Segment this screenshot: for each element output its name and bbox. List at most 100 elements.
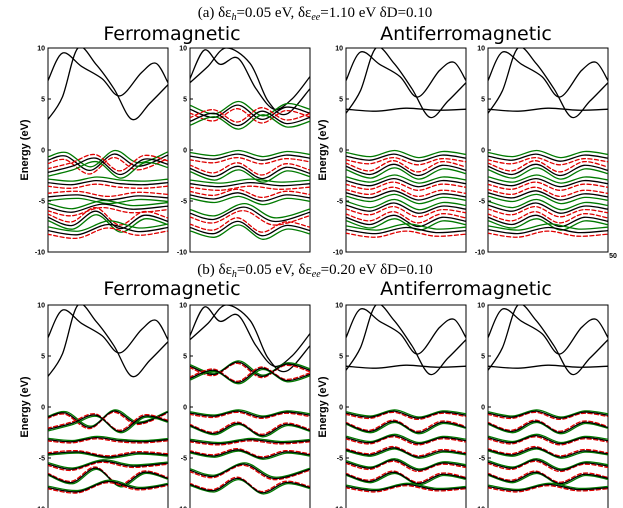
fit-band-line (48, 452, 168, 459)
fit-band-line (190, 195, 310, 206)
fit-band-dashed-line (48, 206, 168, 226)
plot-a-1: 10 5 0 -5 -10 Energy (eV) (19, 46, 169, 257)
fit-band-dashed-line (488, 205, 608, 218)
fit-band-line (48, 214, 168, 233)
fit-band-dashed-line (488, 419, 608, 432)
fit-band-line (190, 202, 310, 219)
fit-band-dashed-line (346, 419, 466, 432)
y-tick-label: 5 (339, 354, 343, 361)
fit-band-line (346, 409, 466, 418)
conduction-band-line (48, 52, 168, 97)
fit-band-dashed-line (488, 160, 608, 173)
reference-band-line (488, 153, 608, 162)
fit-band-line (346, 223, 466, 231)
plot-a-2: 10 5 0 -5 -10 (177, 46, 311, 257)
fit-band-line (488, 198, 608, 211)
reference-band-line (488, 447, 608, 458)
reference-band-line (190, 438, 310, 445)
y-tick-label: 10 (179, 46, 187, 53)
reference-band-line (488, 163, 608, 177)
y-tick-label: -5 (479, 456, 485, 463)
fit-band-line (346, 193, 466, 205)
fit-band-dashed-line (488, 485, 608, 493)
fit-band-dashed-line (346, 205, 466, 218)
reference-band-line (48, 179, 168, 186)
plot-a-3: 10 5 0 -5 -10 Energy (eV) (317, 46, 467, 257)
reference-band-line (190, 165, 310, 180)
fit-band-dashed-line (48, 156, 168, 175)
reference-band-line (48, 153, 168, 172)
panel-a-antiferromagnetic-title: Antiferromagnetic (380, 23, 552, 45)
y-tick-label: 0 (183, 405, 187, 412)
reference-band-line (346, 190, 466, 201)
fit-band-line (488, 482, 608, 491)
fit-band-line (48, 220, 168, 232)
reference-band-line (190, 477, 310, 494)
y-tick-label: -10 (333, 250, 343, 257)
reference-band-line (488, 190, 608, 201)
conduction-band-line (488, 308, 608, 355)
conduction-band-line (346, 51, 466, 98)
reference-band-line (346, 483, 466, 492)
fit-band-dashed-line (190, 185, 310, 191)
fit-band-dashed-line (190, 188, 310, 199)
plot-b-1: 10 5 0 -5 -10 Energy (eV) (19, 303, 169, 508)
reference-band-line (190, 110, 310, 127)
y-tick-label: 10 (37, 303, 45, 310)
reference-band-line (190, 153, 310, 161)
fit-band-dashed-line (48, 461, 168, 472)
bands (346, 48, 466, 238)
fit-band-dashed-line (488, 230, 608, 238)
fit-band-dashed-line (346, 436, 466, 446)
conduction-band-line (48, 48, 168, 121)
fit-band-line (488, 149, 608, 159)
y-tick-label: 0 (41, 405, 45, 412)
fit-band-dashed-line (48, 449, 168, 457)
fit-band-line (190, 178, 310, 184)
conduction-band-line (488, 48, 608, 119)
conduction-band-line (346, 48, 466, 119)
y-tick-label: 0 (339, 148, 343, 155)
fit-band-line (48, 479, 168, 492)
reference-band-line (190, 206, 310, 223)
fit-band-dashed-line (190, 362, 310, 379)
reference-band-line (190, 192, 310, 202)
fit-band-dashed-line (190, 411, 310, 420)
fit-band-line (190, 450, 310, 460)
fit-band-dashed-line (488, 156, 608, 166)
bands (190, 305, 310, 495)
y-tick-label: 0 (481, 405, 485, 412)
fit-band-dashed-line (346, 160, 466, 173)
y-tick-label: 5 (339, 97, 343, 104)
fit-band-dashed-line (346, 460, 466, 473)
y-tick-label: -5 (337, 199, 343, 206)
y-axis-label: Energy (eV) (19, 376, 31, 437)
fit-band-line (190, 114, 310, 130)
y-tick-label: 5 (41, 97, 45, 104)
reference-band-line (48, 467, 168, 487)
fit-band-line (346, 482, 466, 491)
y-tick-label: -5 (39, 456, 45, 463)
conduction-band-line (190, 305, 310, 373)
conduction-band-line (346, 107, 466, 112)
fit-band-dashed-line (488, 411, 608, 421)
reference-band-line (190, 422, 310, 437)
plot-b-3: 10 5 0 -5 -10 Energy (eV) (317, 303, 467, 508)
fit-band-dashed-line (488, 211, 608, 224)
bands (488, 305, 608, 493)
y-tick-label: 10 (37, 46, 45, 53)
y-tick-label: -10 (333, 507, 343, 508)
y-tick-label: 10 (179, 303, 187, 310)
reference-band-line (488, 434, 608, 445)
panel-a-title: (a) δεh=0.05 eV, δεee=1.10 eV δD=0.10 (198, 5, 433, 23)
reference-band-line (346, 447, 466, 458)
plot-frame (487, 304, 609, 508)
fit-band-line (488, 223, 608, 231)
reference-band-line (346, 153, 466, 162)
fit-band-dashed-line (48, 183, 168, 189)
y-tick-label: -5 (181, 456, 187, 463)
reference-band-line (190, 410, 310, 418)
plot-b-4: 10 5 0 -5 -10 (475, 303, 609, 508)
plot-b-2: 10 5 0 -5 -10 (177, 303, 311, 508)
